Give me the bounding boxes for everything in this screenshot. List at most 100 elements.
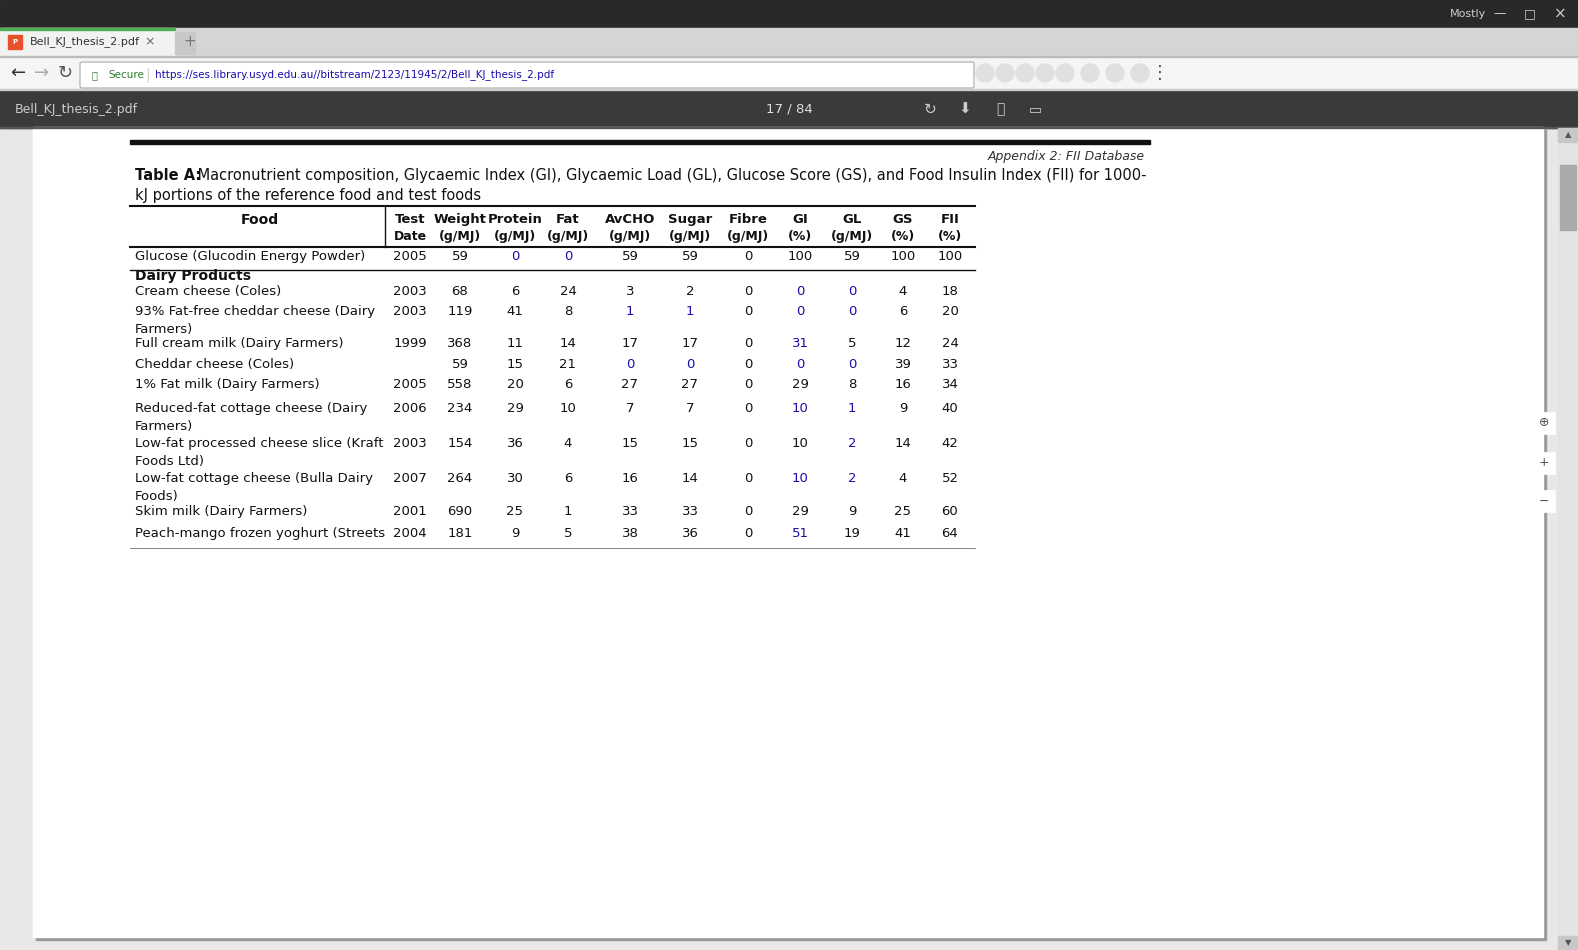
Text: 17: 17 (622, 337, 639, 350)
Text: 59: 59 (451, 250, 469, 263)
Text: 100: 100 (937, 250, 963, 263)
Circle shape (1056, 64, 1075, 82)
Text: 68: 68 (451, 285, 469, 298)
Text: 0: 0 (743, 527, 753, 540)
Text: 0: 0 (511, 250, 519, 263)
Text: 368: 368 (448, 337, 473, 350)
Text: 10: 10 (560, 402, 576, 415)
Text: 1: 1 (563, 505, 573, 518)
Text: 15: 15 (622, 437, 639, 450)
Text: 29: 29 (507, 402, 524, 415)
Text: 4: 4 (899, 472, 907, 485)
Text: 17 / 84: 17 / 84 (765, 103, 813, 116)
Bar (1532, 412, 1554, 434)
Text: 0: 0 (847, 305, 857, 318)
Text: 39: 39 (895, 358, 912, 371)
Text: 2003: 2003 (393, 305, 428, 318)
Text: 1: 1 (686, 305, 694, 318)
Text: 33: 33 (942, 358, 958, 371)
Circle shape (1081, 64, 1098, 82)
Text: Macronutrient composition, Glycaemic Index (GI), Glycaemic Load (GL), Glucose Sc: Macronutrient composition, Glycaemic Ind… (193, 168, 1147, 183)
Text: 34: 34 (942, 378, 958, 391)
Text: 18: 18 (942, 285, 958, 298)
Circle shape (1037, 64, 1054, 82)
Text: 2: 2 (686, 285, 694, 298)
Text: 29: 29 (792, 378, 808, 391)
Text: ⬇: ⬇ (958, 102, 972, 117)
Text: 41: 41 (507, 305, 524, 318)
Text: ▭: ▭ (1029, 102, 1041, 116)
Text: ←: ← (11, 64, 25, 82)
Text: ×: × (1554, 7, 1567, 22)
Text: Peach-mango frozen yoghurt (Streets: Peach-mango frozen yoghurt (Streets (136, 527, 385, 540)
Text: 93% Fat-free cheddar cheese (Dairy: 93% Fat-free cheddar cheese (Dairy (136, 305, 376, 318)
Text: 7: 7 (686, 402, 694, 415)
Text: ↻: ↻ (57, 64, 73, 82)
Text: −: − (1539, 495, 1550, 507)
Text: 6: 6 (899, 305, 907, 318)
Text: 16: 16 (895, 378, 912, 391)
Bar (36, 130, 1546, 940)
Bar (0, 127, 1578, 128)
Text: |: | (145, 67, 150, 83)
Text: (g/MJ): (g/MJ) (669, 230, 712, 243)
Text: 2: 2 (847, 472, 857, 485)
Text: 42: 42 (942, 437, 958, 450)
Text: (g/MJ): (g/MJ) (439, 230, 481, 243)
Text: 0: 0 (847, 285, 857, 298)
Text: 19: 19 (844, 527, 860, 540)
Text: 1: 1 (626, 305, 634, 318)
Text: 100: 100 (890, 250, 915, 263)
Text: 31: 31 (792, 337, 808, 350)
Bar (0, 56, 1578, 57)
Text: 14: 14 (895, 437, 912, 450)
Text: 8: 8 (563, 305, 573, 318)
Text: GS: GS (893, 213, 914, 226)
Text: ▲: ▲ (1565, 130, 1572, 140)
Text: 119: 119 (447, 305, 473, 318)
Text: 690: 690 (448, 505, 472, 518)
Text: 59: 59 (844, 250, 860, 263)
Text: Protein: Protein (488, 213, 543, 226)
Text: 25: 25 (507, 505, 524, 518)
Text: 264: 264 (448, 472, 473, 485)
Text: Full cream milk (Dairy Farmers): Full cream milk (Dairy Farmers) (136, 337, 344, 350)
Text: Table A:: Table A: (136, 168, 202, 183)
Text: (g/MJ): (g/MJ) (832, 230, 873, 243)
Bar (1557, 936, 1578, 950)
Text: 154: 154 (447, 437, 473, 450)
Text: 14: 14 (560, 337, 576, 350)
Text: 2007: 2007 (393, 472, 428, 485)
Text: 2005: 2005 (393, 250, 428, 263)
Bar (0, 28, 175, 56)
Bar (33, 127, 1543, 937)
Text: Fibre: Fibre (729, 213, 767, 226)
Text: 6: 6 (511, 285, 519, 298)
Text: 64: 64 (942, 527, 958, 540)
Text: GL: GL (843, 213, 862, 226)
Text: 11: 11 (507, 337, 524, 350)
Text: 558: 558 (447, 378, 473, 391)
Bar (1557, 128, 1578, 142)
Text: 0: 0 (743, 305, 753, 318)
Text: 5: 5 (847, 337, 857, 350)
Text: FII: FII (940, 213, 959, 226)
Text: 1% Fat milk (Dairy Farmers): 1% Fat milk (Dairy Farmers) (136, 378, 320, 391)
Text: Weight: Weight (434, 213, 486, 226)
Text: ⊕: ⊕ (1539, 416, 1550, 429)
Text: 0: 0 (563, 250, 573, 263)
Text: AvCHO: AvCHO (604, 213, 655, 226)
Bar (1561, 165, 1576, 230)
Text: Date: Date (393, 230, 426, 243)
Text: Bell_KJ_thesis_2.pdf: Bell_KJ_thesis_2.pdf (30, 36, 140, 48)
Text: 2001: 2001 (393, 505, 428, 518)
Text: 0: 0 (795, 305, 805, 318)
Text: 12: 12 (895, 337, 912, 350)
Text: 0: 0 (743, 285, 753, 298)
Text: Bell_KJ_thesis_2.pdf: Bell_KJ_thesis_2.pdf (16, 103, 139, 116)
Text: Farmers): Farmers) (136, 323, 193, 336)
Text: 0: 0 (686, 358, 694, 371)
Text: 15: 15 (682, 437, 699, 450)
Text: Appendix 2: FII Database: Appendix 2: FII Database (988, 150, 1146, 163)
Text: 8: 8 (847, 378, 857, 391)
